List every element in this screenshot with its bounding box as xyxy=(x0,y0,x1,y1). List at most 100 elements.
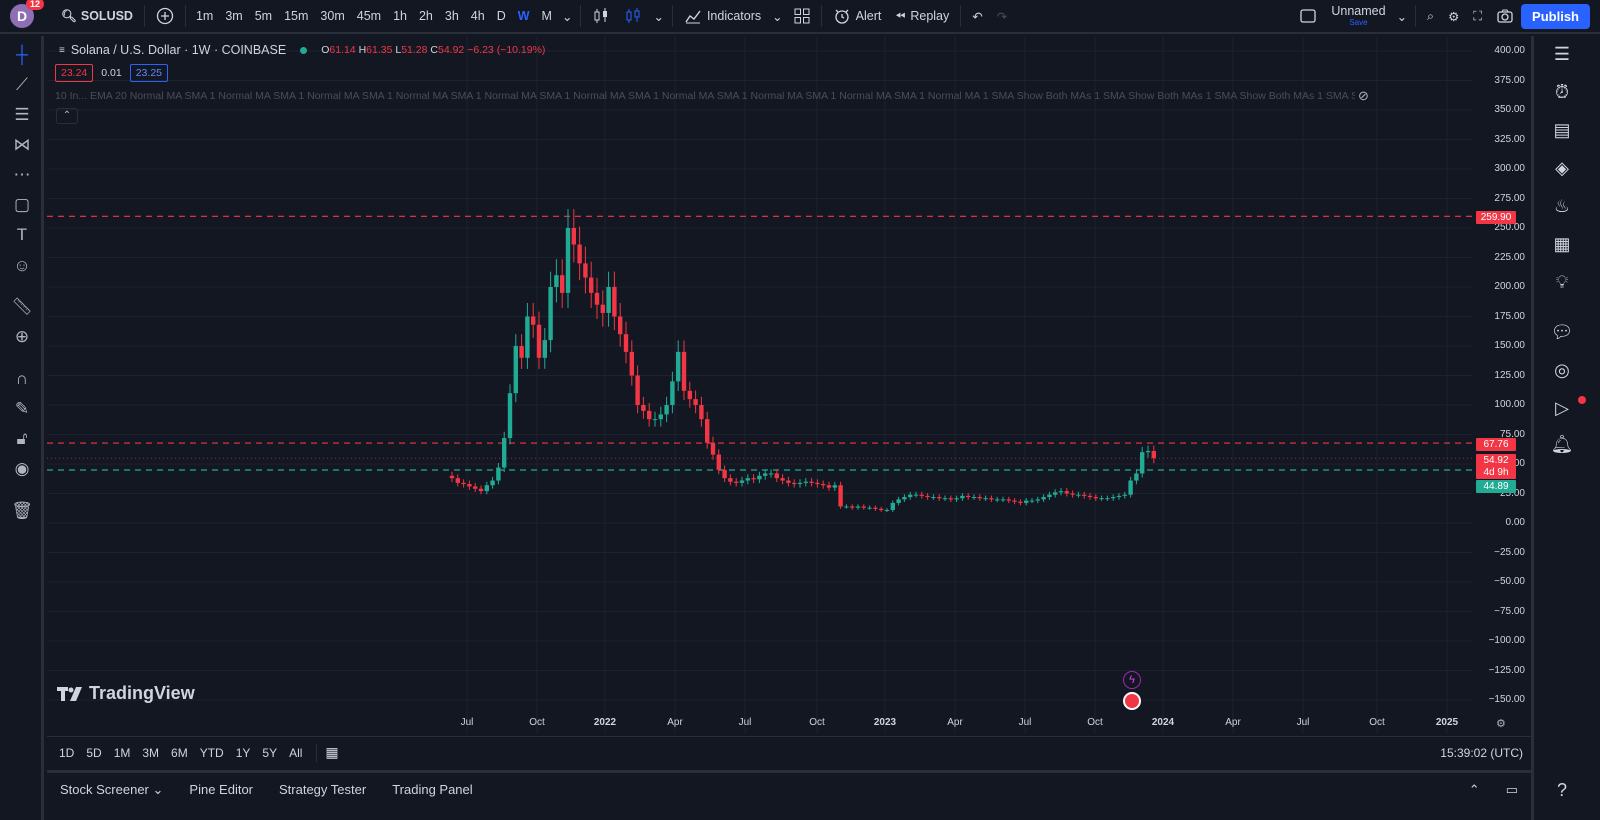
interval-2h[interactable]: 2h xyxy=(418,9,433,23)
alert-button[interactable]: Alert xyxy=(826,0,889,33)
ruler-icon[interactable]: 📏︎ xyxy=(11,297,33,316)
bid-price[interactable]: 23.24 xyxy=(55,64,94,82)
interval-4h[interactable]: 4h xyxy=(470,9,485,23)
us-flag-event-icon[interactable] xyxy=(1123,692,1141,710)
range-ytd[interactable]: YTD xyxy=(199,745,224,760)
trend-line-icon[interactable]: ⟋ xyxy=(16,75,28,94)
divider xyxy=(820,5,822,27)
snapshot-button[interactable] xyxy=(1489,0,1521,33)
interval-1h[interactable]: 1h xyxy=(393,9,407,23)
candle-body xyxy=(652,419,658,421)
interval-3m[interactable]: 3m xyxy=(225,9,243,23)
symbol-search[interactable]: 🔍︎ SOLUSD xyxy=(54,0,140,33)
emoji-icon[interactable]: ☺ xyxy=(13,256,31,275)
layers-icon[interactable]: ◈ xyxy=(1555,158,1569,178)
range-1d[interactable]: 1D xyxy=(59,745,75,760)
indicators-legend[interactable]: 10 In... EMA 20 Normal MA SMA 1 Normal M… xyxy=(55,90,1355,102)
clock-utc[interactable]: 15:39:02 (UTC) xyxy=(1440,745,1523,760)
text-icon[interactable]: T xyxy=(16,225,28,244)
menu-icon[interactable]: ≡ xyxy=(59,44,65,56)
interval-m[interactable]: M xyxy=(541,9,552,23)
range-5d[interactable]: 5D xyxy=(86,745,102,760)
play-icon[interactable]: ▷ xyxy=(1555,398,1569,418)
axis-settings-icon[interactable]: ⚙ xyxy=(1496,718,1506,730)
magnifier-icon: ⌕ xyxy=(1427,8,1435,23)
y-tick-label: −150.00 xyxy=(1488,694,1525,705)
chevron-down-icon[interactable]: ⌄ xyxy=(561,9,573,24)
maximize-panel-icon[interactable]: ▭ xyxy=(1505,781,1518,797)
ask-price[interactable]: 23.25 xyxy=(129,64,168,82)
hotlist-fire-icon[interactable]: ♨ xyxy=(1553,196,1571,216)
tab-strategy-tester[interactable]: Strategy Tester xyxy=(266,782,379,797)
tab-trading-panel[interactable]: Trading Panel xyxy=(379,782,485,797)
watchlist-icon[interactable]: ☰ xyxy=(1553,44,1571,64)
stay-drawing-icon[interactable]: ✎ xyxy=(14,399,30,418)
crosshair-icon[interactable]: ┼ xyxy=(15,45,29,64)
fullscreen-button[interactable]: ⛶ xyxy=(1466,0,1489,33)
quick-search-button[interactable]: ⌕ xyxy=(1420,0,1441,33)
news-icon[interactable]: ▤ xyxy=(1553,120,1571,140)
streams-icon[interactable]: ◎ xyxy=(1554,360,1570,380)
lightning-event-icon[interactable]: ϟ xyxy=(1123,671,1141,689)
collapse-panel-icon[interactable]: ⌃ xyxy=(1468,781,1480,797)
magnet-icon[interactable]: ∩ xyxy=(15,369,29,388)
chevron-down-icon[interactable]: ⌄ xyxy=(1396,9,1408,24)
publish-button[interactable]: Publish xyxy=(1521,3,1590,29)
alarm-icon[interactable]: ⏰︎ xyxy=(1554,82,1570,102)
range-1y[interactable]: 1Y xyxy=(235,745,251,760)
candle-body xyxy=(1087,495,1093,498)
user-avatar[interactable]: D 12 xyxy=(10,0,44,28)
undo-button[interactable]: ↶ xyxy=(965,0,989,33)
compare-add-button[interactable] xyxy=(149,0,181,33)
layout-name-button[interactable]: Unnamed Save xyxy=(1324,0,1392,33)
collapse-legend-button[interactable]: ⌃ xyxy=(56,108,78,124)
symbol-title[interactable]: Solana / U.S. Dollar · 1W · COINBASE xyxy=(70,43,287,57)
price-axis[interactable]: 400.00 375.00 350.00 325.00 300.00 275.00 250.… xyxy=(1472,36,1531,734)
calendar-goto-icon[interactable]: ▦ xyxy=(325,744,339,760)
indicators-button[interactable]: Indicators xyxy=(677,0,768,33)
settings-button[interactable]: ⚙ xyxy=(1441,0,1466,33)
open-value: 61.14 xyxy=(329,44,356,56)
pattern-icon[interactable]: ⋈ xyxy=(13,135,31,154)
interval-d[interactable]: D xyxy=(496,9,506,23)
lock-icon[interactable]: 🔓︎ xyxy=(16,429,28,448)
candles-chart-type-button[interactable] xyxy=(585,0,617,33)
eye-icon[interactable]: ◉ xyxy=(14,459,30,478)
layout-checkbox[interactable] xyxy=(1292,0,1324,33)
interval-w[interactable]: W xyxy=(517,9,530,23)
tab-pine-editor[interactable]: Pine Editor xyxy=(176,782,266,797)
trash-icon[interactable]: 🗑︎ xyxy=(11,501,33,520)
range-6m[interactable]: 6M xyxy=(171,745,188,760)
interval-3h[interactable]: 3h xyxy=(444,9,459,23)
interval-1m[interactable]: 1m xyxy=(195,9,214,23)
chevron-down-icon[interactable]: ⌄ xyxy=(772,9,783,24)
ideas-lightbulb-icon[interactable]: 💡︎ xyxy=(1555,272,1569,292)
price-chart[interactable] xyxy=(47,36,1472,734)
bell-icon[interactable]: 🔔︎ xyxy=(1550,434,1574,454)
templates-button[interactable] xyxy=(787,0,817,33)
tab-stock-screener[interactable]: Stock Screener ⌄ xyxy=(47,782,176,798)
interval-5m[interactable]: 5m xyxy=(254,9,273,23)
range-3m[interactable]: 3M xyxy=(142,745,160,760)
range-all[interactable]: All xyxy=(289,745,303,760)
chevron-down-icon[interactable]: ⌄ xyxy=(653,9,664,24)
shapes-icon[interactable]: ▢ xyxy=(13,195,31,214)
replay-button[interactable]: ⏪︎ Replay xyxy=(888,0,956,33)
redo-button[interactable]: ↷ xyxy=(990,0,1014,33)
fib-retracement-icon[interactable]: ☰ xyxy=(14,105,30,124)
candle-body xyxy=(647,410,652,420)
help-icon[interactable]: ? xyxy=(1556,780,1567,800)
calendar-icon[interactable]: ▦ xyxy=(1553,234,1571,254)
zoom-in-icon[interactable]: ⊕ xyxy=(14,327,30,346)
forecast-icon[interactable]: ⋯ xyxy=(13,165,31,184)
interval-45m[interactable]: 45m xyxy=(356,9,382,23)
chat-icon[interactable]: 💬︎ xyxy=(1550,322,1574,342)
interval-30m[interactable]: 30m xyxy=(320,9,345,23)
candle-body xyxy=(1012,500,1017,502)
range-1m[interactable]: 1M xyxy=(113,745,131,760)
range-5y[interactable]: 5Y xyxy=(262,745,278,760)
eye-slash-icon[interactable]: ⊘ xyxy=(1358,88,1369,103)
bars-chart-type-button[interactable] xyxy=(617,0,649,33)
layout-name: Unnamed xyxy=(1331,3,1386,18)
interval-15m[interactable]: 15m xyxy=(284,9,309,23)
